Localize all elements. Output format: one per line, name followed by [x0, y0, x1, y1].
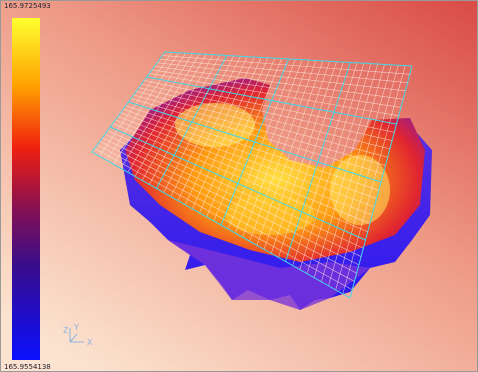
hotspot [225, 195, 315, 235]
page: {"colorbar": {"max_label": "165.9725493"… [0, 0, 478, 372]
color-bar [12, 18, 40, 360]
viewport: 165.9725493 165.9554138 Z Y X [0, 0, 478, 372]
axis-z-label: Z [63, 326, 69, 335]
color-bar-min: 165.9554138 [4, 363, 51, 371]
axis-x-label: X [87, 338, 93, 347]
axis-y-label: Y [73, 323, 79, 332]
color-bar-max: 165.9725493 [4, 2, 51, 10]
hotspot [330, 155, 390, 225]
